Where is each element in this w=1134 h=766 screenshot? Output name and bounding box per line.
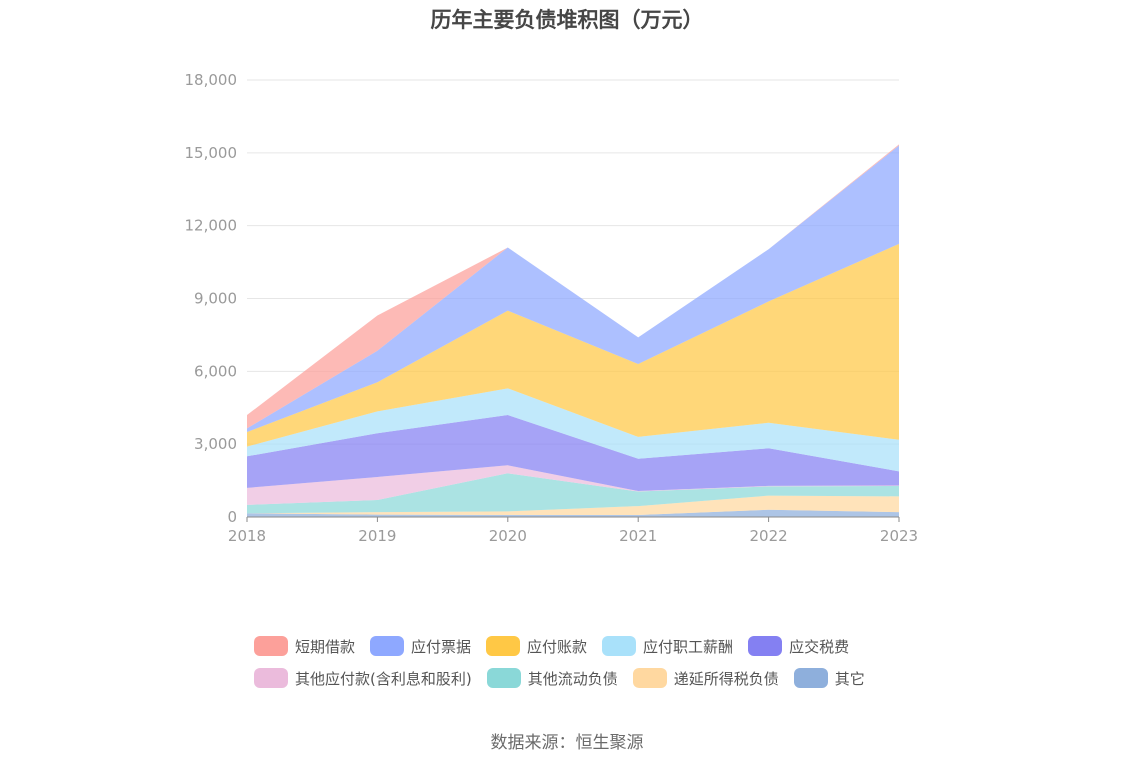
legend-swatch xyxy=(486,668,521,688)
legend-item[interactable]: 短期借款 xyxy=(254,636,355,657)
area-series-2[interactable] xyxy=(247,473,899,514)
legend-swatch xyxy=(370,636,405,656)
legend-label: 其他流动负债 xyxy=(527,669,618,688)
area-series-0[interactable] xyxy=(247,509,899,517)
area-series-1[interactable] xyxy=(247,495,899,516)
x-tick-label: 2022 xyxy=(750,527,788,545)
area-series-3[interactable] xyxy=(247,465,899,505)
legend-label: 短期借款 xyxy=(295,637,356,656)
legend-swatch xyxy=(486,636,521,656)
legend-item[interactable]: 其他应付款(含利息和股利) xyxy=(254,668,472,689)
x-tick-label: 2023 xyxy=(880,527,918,545)
legend-item[interactable]: 其它 xyxy=(793,668,865,689)
x-tick-label: 2019 xyxy=(358,527,396,545)
y-tick-label: 15,000 xyxy=(185,144,238,162)
legend-label: 应付账款 xyxy=(527,637,588,656)
area-series-6[interactable] xyxy=(247,243,899,447)
x-tick-label: 2020 xyxy=(489,527,527,545)
area-series-7[interactable] xyxy=(247,145,899,433)
legend-label: 应付职工薪酬 xyxy=(643,637,734,656)
legend-item[interactable]: 其他流动负债 xyxy=(486,668,618,689)
legend-swatch xyxy=(748,636,783,656)
chart-title: 历年主要负债堆积图（万元） xyxy=(430,8,704,32)
y-tick-label: 9,000 xyxy=(194,290,237,308)
area-series xyxy=(247,144,899,517)
y-tick-label: 3,000 xyxy=(194,435,237,453)
area-series-4[interactable] xyxy=(247,415,899,492)
legend-label: 应交税费 xyxy=(789,637,850,656)
x-tick-label: 2021 xyxy=(619,527,657,545)
legend-item[interactable]: 应交税费 xyxy=(748,636,849,657)
y-tick-label: 18,000 xyxy=(185,71,238,89)
legend-item[interactable]: 递延所得税负债 xyxy=(632,668,779,689)
legend-item[interactable]: 应付职工薪酬 xyxy=(602,636,733,657)
legend-item[interactable]: 应付票据 xyxy=(370,636,471,657)
legend-swatch xyxy=(602,636,637,656)
legend-label: 应付票据 xyxy=(411,637,472,656)
legend-label: 其它 xyxy=(834,669,865,688)
legend-label: 递延所得税负债 xyxy=(673,669,779,688)
y-tick-label: 6,000 xyxy=(194,362,237,380)
legend-label: 其他应付款(含利息和股利) xyxy=(295,669,472,688)
axes: 0 3,000 6,000 9,000 12,000 15,000 18,000 2018 20… xyxy=(185,71,919,545)
y-tick-label: 12,000 xyxy=(185,217,238,235)
y-tick-label: 0 xyxy=(227,508,237,526)
legend: 短期借款 应付票据 应付账款 应付职工薪酬 应交税费其他应付款(含利息和股利) 其他流动负… xyxy=(254,630,954,694)
legend-swatch xyxy=(254,668,288,688)
legend-row: 短期借款 应付票据 应付账款 应付职工薪酬 应交税费 xyxy=(254,630,954,662)
area-series-5[interactable] xyxy=(247,388,899,472)
x-tick-label: 2018 xyxy=(228,527,266,545)
legend-row: 其他应付款(含利息和股利) 其他流动负债 递延所得税负债 其它 xyxy=(254,662,954,694)
legend-swatch xyxy=(632,668,667,688)
legend-swatch xyxy=(793,668,828,688)
chart-plot: 0 3,000 6,000 9,000 12,000 15,000 18,000 2018 20… xyxy=(185,71,919,545)
source-note: 数据来源：恒生聚源 xyxy=(490,733,644,753)
legend-item[interactable]: 应付账款 xyxy=(486,636,587,657)
legend-swatch xyxy=(254,636,288,656)
